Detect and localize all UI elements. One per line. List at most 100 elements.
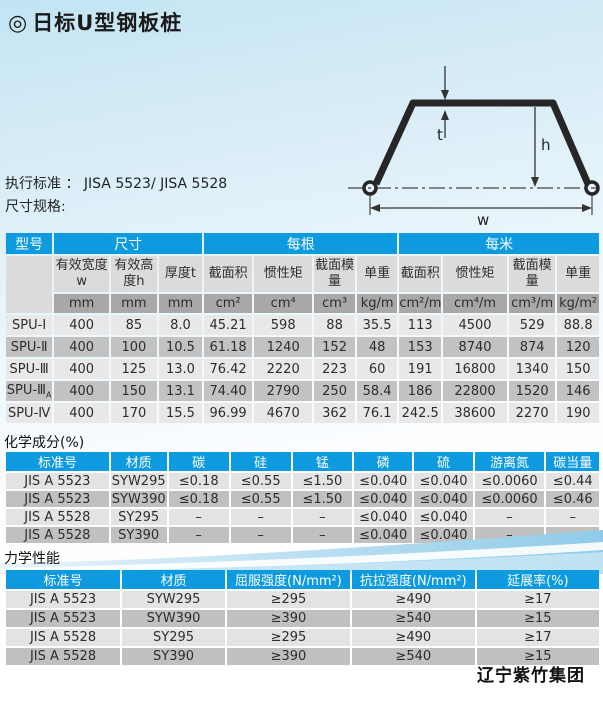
table-header-row: 标准号 材质碳硅锰磷硫游离氮 碳当量 xyxy=(6,452,599,471)
table-header-cell: 型号 xyxy=(6,233,53,254)
table-cell: ≤0.44 xyxy=(546,473,599,489)
table-cell: 35.5 xyxy=(356,315,398,335)
table-cell: ≥490 xyxy=(351,591,475,608)
bullseye-icon: ◎ xyxy=(8,11,29,36)
chem-section-label: 化学成分(%) xyxy=(4,435,85,451)
table-cell: ≥15 xyxy=(476,648,599,665)
table-cell: ≤0.18 xyxy=(168,491,229,507)
table-cell: 146 xyxy=(557,381,599,401)
table-row: JIS A 5523 SYW295 ≥295 ≥490 ≥17 xyxy=(6,591,599,608)
table-row: JIS A 5523 SYW390 ≤0.18 ≤0.55 ≤1.50 ≤0.040 ≤0.… xyxy=(6,491,599,507)
table-cell: 400 xyxy=(54,403,110,423)
table-header-cell: 标准号 xyxy=(6,452,109,471)
table-cell: ≤0.55 xyxy=(230,491,291,507)
table-cell: 4670 xyxy=(254,403,313,423)
table-cell: 598 xyxy=(254,315,313,335)
table-cell: 76.42 xyxy=(204,359,253,379)
table-cell: – xyxy=(292,527,353,543)
page-title: ◎ 日标U型钢板桩 xyxy=(8,7,182,37)
table-header-cell: cm⁴ xyxy=(254,294,313,313)
table-header-cell: cm² xyxy=(204,294,253,313)
table-cell: 8740 xyxy=(443,337,507,357)
table-cell: – xyxy=(230,509,291,525)
table-cell: – xyxy=(168,509,229,525)
table-cell: 250 xyxy=(314,381,355,401)
table-cell: 8.0 xyxy=(158,315,203,335)
table-cell: 13.1 xyxy=(158,381,203,401)
table-cell: 2220 xyxy=(254,359,313,379)
table-header-cell: 有效高度h xyxy=(111,256,157,292)
table-header-cell: 截面模量 xyxy=(314,256,355,292)
table-cell: SY295 xyxy=(122,629,226,646)
table-header-cell: 尺寸 xyxy=(54,233,203,254)
table-cell: SYW295 xyxy=(122,591,226,608)
table-cell: 61.18 xyxy=(204,337,253,357)
table-cell: JIS A 5528 xyxy=(6,648,121,665)
table-cell: 1340 xyxy=(508,359,556,379)
table-cell: 100 xyxy=(111,337,157,357)
table-cell: ≤0.18 xyxy=(168,473,229,489)
table-row: SPU-ⅢA 400 150 13.1 74.40 2790 250 58.4 186 22800… xyxy=(6,381,599,401)
table-row: JIS A 5528 SY295– – – ≤0.040 ≤0.040– – xyxy=(6,509,599,525)
mech-table: 标准号 材质 屈服强度(N/mm²) 抗拉强度(N/mm²) 延展率(%) JIS A 5… xyxy=(4,568,601,667)
table-cell: ≥295 xyxy=(227,591,350,608)
table-cell: SPU-Ⅰ xyxy=(6,315,53,335)
table-header-cell: 有效宽度w xyxy=(54,256,110,292)
table-header-cell: cm⁴/m xyxy=(443,294,507,313)
table-cell: ≤0.040 xyxy=(414,509,473,525)
table-cell: ≤0.040 xyxy=(354,527,413,543)
table-cell: 60 xyxy=(356,359,398,379)
table-header-cell: 材质 xyxy=(122,570,226,589)
table-cell: 113 xyxy=(399,315,442,335)
table-header-cell: 标准号 xyxy=(6,570,121,589)
table-cell: 400 xyxy=(54,337,110,357)
table-header-cell: 每米 xyxy=(399,233,599,254)
table-header-row: 有效宽度w 有效高度h 厚度t 截面积 惯性矩 截面模量 单重 截面积 惯性矩 截面模量 单重 xyxy=(6,256,599,313)
table-cell: 58.4 xyxy=(356,381,398,401)
table-header-cell: mm xyxy=(111,294,157,313)
table-cell: JIS A 5523 xyxy=(6,473,109,489)
table-cell: 400 xyxy=(54,315,110,335)
table-cell: JIS A 5528 xyxy=(6,509,109,525)
table-header-cell: cm³/m xyxy=(508,294,556,313)
table-cell: 190 xyxy=(557,403,599,423)
table-cell: 170 xyxy=(111,403,157,423)
table-cell: 223 xyxy=(314,359,355,379)
page-title-text: 日标U型钢板桩 xyxy=(32,11,183,35)
table-cell: 1240 xyxy=(254,337,313,357)
table-cell: ≥17 xyxy=(476,591,599,608)
table-cell: 400 xyxy=(54,359,110,379)
table-cell: 186 xyxy=(399,381,442,401)
table-header-cell: 材质 xyxy=(110,452,167,471)
table-header-cell: cm³ xyxy=(314,294,355,313)
table-cell: ≤1.50 xyxy=(292,473,353,489)
table-row: JIS A 5528 SY295 ≥295 ≥490 ≥17 xyxy=(6,629,599,646)
table-cell: 22800 xyxy=(443,381,507,401)
table-cell: ≤1.50 xyxy=(292,491,353,507)
table-row: JIS A 5523 SYW295 ≤0.18 ≤0.55 ≤1.50 ≤0.040 ≤0.… xyxy=(6,473,599,489)
left-interlock xyxy=(362,180,378,196)
table-cell: ≥540 xyxy=(351,648,475,665)
table-header-cell: 截面积 xyxy=(204,256,253,292)
table-cell: ≤0.0060 xyxy=(474,473,545,489)
table-cell: SYW390 xyxy=(122,610,226,627)
table-row: SPU-Ⅳ 400 170 15.5 96.99 4670 362 76.1 242.5 3860… xyxy=(6,403,599,423)
chem-table: 标准号 材质碳硅锰磷硫游离氮 碳当量 JIS A 5523 SYW295 ≤0.18 ≤0.… xyxy=(4,450,601,545)
table-row: SPU-Ⅰ 400 85 8.0 45.21 598 88 35.5 113 4500 529 88.… xyxy=(6,315,599,335)
table-cell: JIS A 5523 xyxy=(6,610,121,627)
table-cell: 45.21 xyxy=(204,315,253,335)
table-cell: 150 xyxy=(111,381,157,401)
table-header-cell: 单重 xyxy=(557,256,599,292)
table-cell: SY390 xyxy=(110,527,167,543)
table-cell: – xyxy=(474,509,545,525)
table-cell: 38600 xyxy=(443,403,507,423)
table-cell: ≤0.040 xyxy=(354,473,413,489)
spec-line: 尺寸规格: xyxy=(5,199,66,215)
table-header-cell: mm xyxy=(54,294,110,313)
table-cell: 153 xyxy=(399,337,442,357)
standard-line: 执行标准 ： JISA 5523/ JISA 5528 xyxy=(5,176,228,192)
table-cell: 48 xyxy=(356,337,398,357)
table-cell: – xyxy=(230,527,291,543)
